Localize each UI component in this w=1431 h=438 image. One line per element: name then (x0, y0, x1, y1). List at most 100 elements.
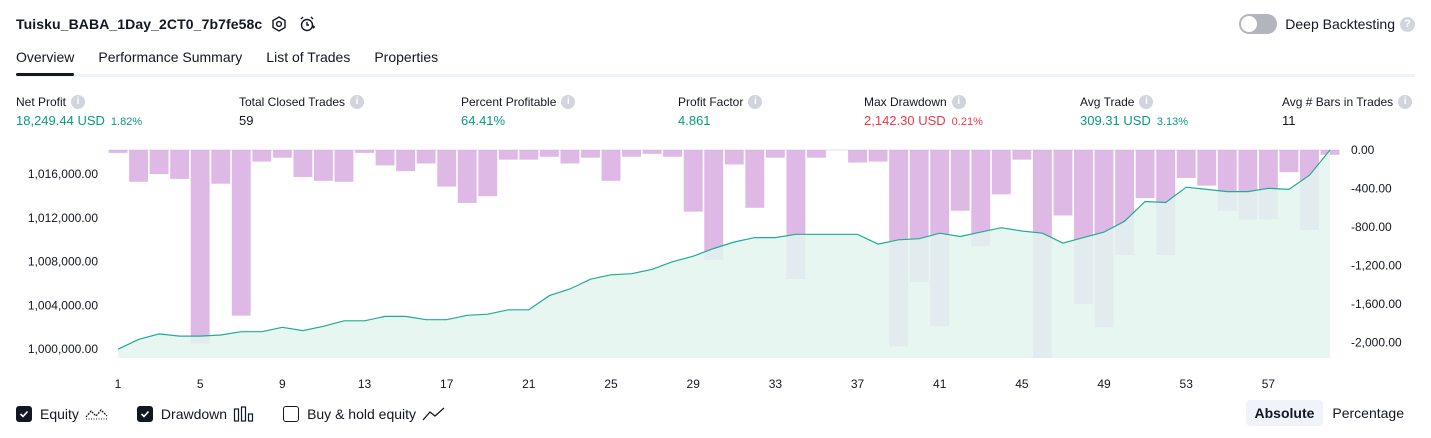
tab-performance-summary[interactable]: Performance Summary (98, 49, 243, 65)
x-axis-tick: 25 (604, 377, 618, 391)
drawdown-bar (190, 150, 210, 344)
help-icon[interactable]: i (951, 94, 966, 109)
drawdown-bar (437, 150, 457, 187)
drawdown-bar (272, 150, 292, 158)
x-axis-tick: 17 (440, 377, 454, 391)
metrics-row: Net Profit i 18,249.44 USD 1.82% Total Clo… (16, 94, 1415, 134)
metric-label: Profit Factor (678, 94, 744, 109)
x-axis-tick: 5 (197, 377, 204, 391)
help-icon[interactable]: i (748, 94, 763, 109)
drawdown-bar (1053, 150, 1073, 216)
drawdown-bar (396, 150, 416, 172)
metric-label: Avg Trade (1080, 94, 1135, 109)
drawdown-bar (663, 150, 683, 157)
metric-value: 309.31 USD (1080, 113, 1151, 128)
drawdown-bar (457, 150, 477, 203)
drawdown-bar (868, 150, 888, 162)
chart-legend: Equity Drawdown Buy & hold equity (16, 403, 474, 425)
metric-avg-bars-in-trades: Avg # Bars in Trades i 11 (1282, 94, 1413, 128)
x-axis-tick: 33 (769, 377, 783, 391)
drawdown-bar (560, 150, 580, 164)
checkbox-checked-icon[interactable] (16, 406, 32, 422)
drawdown-bar (806, 150, 826, 158)
left-axis-tick: 1,012,000.00 (28, 211, 98, 225)
metric-value: 59 (239, 113, 254, 128)
legend-drawdown[interactable]: Drawdown (136, 406, 255, 422)
drawdown-bar (1176, 150, 1196, 178)
drawdown-bar (848, 150, 867, 163)
strategy-header: Tuisku_BABA_1Day_2CT0_7b7fe58c Deep Back… (16, 12, 1415, 36)
legend-buy-hold-equity[interactable]: Buy & hold equity (283, 406, 446, 422)
drawdown-bar (334, 150, 354, 182)
drawdown-bar (211, 150, 231, 184)
x-axis-tick: 45 (1015, 377, 1029, 391)
checkbox-unchecked-icon[interactable] (283, 406, 300, 422)
alarm-clock-icon[interactable] (296, 13, 318, 35)
drawdown-bar (601, 150, 621, 181)
metric-label: Net Profit (16, 94, 67, 109)
drawdown-bar (642, 150, 662, 154)
equity-drawdown-chart[interactable]: 1,016,000.00 1,012,000.00 1,008,000.00 1,00… (0, 140, 1431, 395)
tab-list-of-trades[interactable]: List of Trades (266, 49, 351, 65)
deep-backtesting-toggle[interactable] (1239, 14, 1278, 34)
settings-gear-icon[interactable] (268, 13, 290, 35)
metric-profit-factor: Profit Factor i 4.861 (678, 94, 763, 128)
buy-hold-line-icon (422, 407, 445, 421)
drawdown-bar (971, 150, 991, 247)
metric-value: 11 (1282, 113, 1296, 128)
help-icon[interactable]: i (350, 94, 365, 109)
drawdown-bar (519, 150, 539, 160)
equity-line (117, 149, 1331, 350)
metric-total-closed-trades: Total Closed Trades i 59 (239, 94, 365, 128)
help-icon[interactable]: ? (1400, 16, 1415, 32)
strategy-title: Tuisku_BABA_1Day_2CT0_7b7fe58c (16, 16, 263, 32)
metric-value: 4.861 (678, 113, 711, 128)
drawdown-bar (375, 150, 395, 166)
tab-properties[interactable]: Properties (374, 49, 439, 65)
mode-absolute-button[interactable]: Absolute (1245, 400, 1324, 426)
metric-percent: 1.82% (110, 116, 143, 128)
left-axis-tick: 1,000,000.00 (28, 342, 98, 356)
metric-value: 64.41% (461, 113, 506, 128)
right-axis-tick: -400.00 (1351, 182, 1392, 196)
help-icon[interactable]: i (1398, 94, 1413, 109)
drawdown-bar (1135, 150, 1155, 199)
help-icon[interactable]: i (71, 94, 86, 109)
x-axis-tick: 57 (1262, 377, 1276, 391)
drawdown-bar (149, 150, 169, 175)
legend-equity[interactable]: Equity (16, 406, 109, 422)
metric-value: 2,142.30 USD (864, 113, 946, 128)
drawdown-bar (745, 150, 765, 208)
x-axis-tick: 49 (1097, 377, 1111, 391)
metric-label: Percent Profitable (461, 94, 557, 109)
right-axis-tick: -1,200.00 (1351, 259, 1402, 273)
drawdown-bar (1279, 150, 1299, 173)
metric-percent: 0.21% (951, 116, 983, 128)
value-mode-switch: Absolute Percentage (1245, 400, 1414, 426)
drawdown-bar (704, 150, 724, 260)
drawdown-bar (498, 150, 518, 160)
mode-percentage-button[interactable]: Percentage (1332, 405, 1404, 421)
drawdown-bar (622, 150, 642, 157)
equity-wave-icon (85, 409, 108, 420)
help-icon[interactable]: i (561, 94, 576, 109)
help-icon[interactable]: i (1139, 94, 1154, 109)
metric-net-profit: Net Profit i 18,249.44 USD 1.82% (16, 94, 142, 128)
left-axis-tick: 1,016,000.00 (28, 167, 98, 181)
drawdown-bar (683, 150, 703, 212)
drawdown-bar (1197, 150, 1217, 186)
report-tabs: Overview Performance Summary List of Tra… (16, 46, 1415, 77)
drawdown-bar (129, 150, 148, 182)
left-axis-tick: 1,008,000.00 (28, 255, 98, 269)
legend-label: Buy & hold equity (307, 406, 417, 422)
drawdown-bar (724, 150, 744, 165)
metric-label: Avg # Bars in Trades (1282, 94, 1394, 109)
drawdown-bar (108, 150, 128, 153)
right-axis-tick: 0.00 (1351, 143, 1375, 157)
right-axis-tick: -1,600.00 (1351, 297, 1402, 311)
deep-backtesting-control: Deep Backtesting ? (1239, 12, 1415, 36)
tab-overview[interactable]: Overview (16, 46, 75, 76)
checkbox-checked-icon[interactable] (136, 406, 153, 422)
x-axis-tick: 1 (115, 377, 122, 391)
metric-value: 18,249.44 USD (16, 113, 105, 128)
